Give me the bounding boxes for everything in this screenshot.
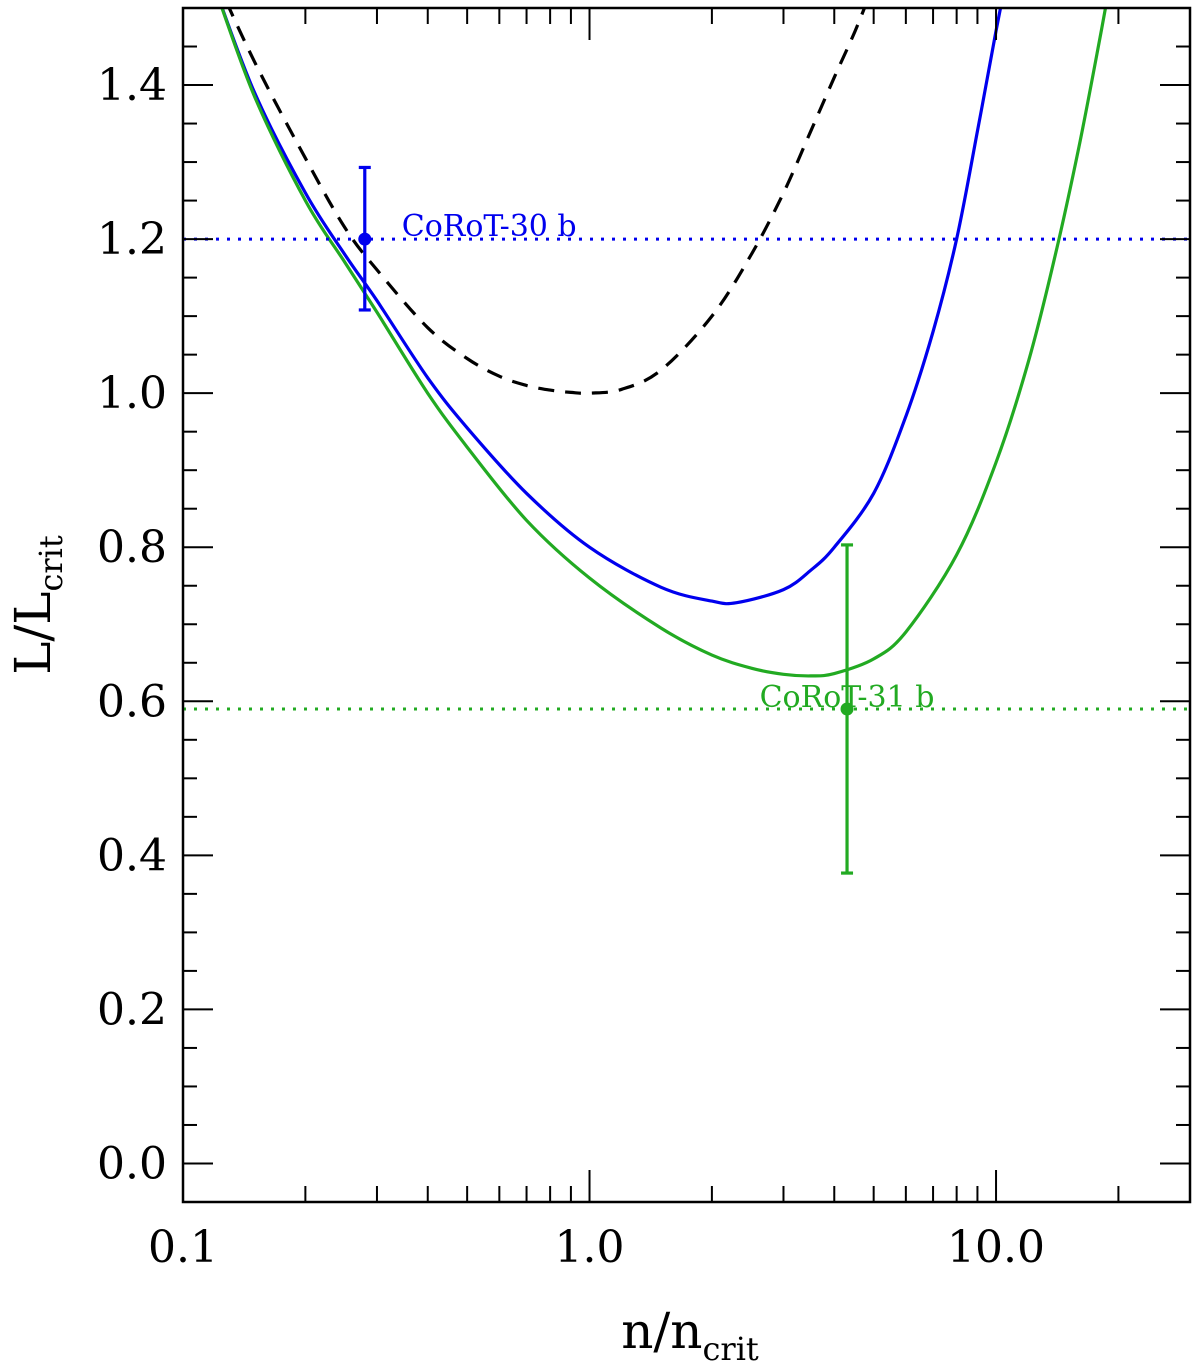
data-points: CoRoT-30 b CoRoT-31 b (358, 165, 935, 875)
data-point-marker (840, 702, 854, 716)
y-tick-label: 0.6 (97, 676, 167, 727)
axes-box (181, 6, 1192, 1204)
series-layer (220, 8, 1108, 678)
x-axis-title-sub: crit (702, 1330, 758, 1365)
y-axis-title-main: L/L (4, 592, 62, 675)
x-tick-label: 0.1 (148, 1222, 218, 1273)
y-tick-label: 0.2 (97, 984, 167, 1035)
point-label: CoRoT-31 b (760, 680, 935, 715)
reference-lines (183, 237, 1190, 711)
data-point-group-2: CoRoT-31 b (760, 543, 935, 875)
y-axis-title-sub: crit (32, 535, 70, 591)
series-line-2 (220, 8, 1003, 606)
y-tick-label: 0.8 (97, 522, 167, 573)
y-tick-label: 0.4 (97, 830, 167, 881)
y-tick-label: 1.4 (97, 60, 167, 111)
y-tick-label: 1.0 (97, 368, 167, 419)
data-point-group-1: CoRoT-30 b (358, 165, 577, 312)
y-axis-title: L/Lcrit (4, 535, 70, 675)
axis-ticks (182, 8, 1191, 1202)
tick-labels: 0.1 1.0 10.0 0.0 0.2 0.4 0.6 0.8 1.0 1.2 1.4 (97, 60, 1045, 1273)
series-line-1 (227, 8, 867, 395)
y-tick-label: 0.0 (97, 1138, 167, 1189)
point-label: CoRoT-30 b (402, 209, 577, 244)
series-line-3 (220, 8, 1108, 678)
plot-frame (181, 6, 1192, 1204)
y-tick-label: 1.2 (97, 214, 167, 265)
data-point-marker (358, 232, 372, 246)
x-tick-label: 10.0 (947, 1222, 1045, 1273)
x-axis-title-main: n/n (621, 1302, 702, 1360)
x-tick-label: 1.0 (555, 1222, 625, 1273)
x-axis-title: n/ncrit (621, 1302, 759, 1365)
